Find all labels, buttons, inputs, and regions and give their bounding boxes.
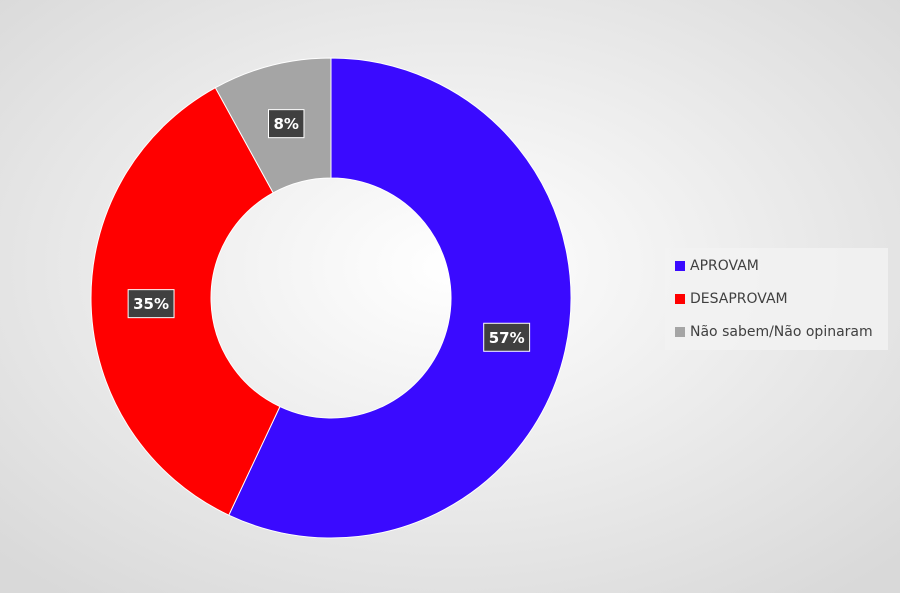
legend-label: APROVAM — [690, 258, 759, 274]
legend-label: DESAPROVAM — [690, 291, 788, 307]
legend-swatch — [675, 327, 685, 337]
data-label-box — [127, 289, 175, 319]
data-label: 57% — [489, 329, 525, 347]
legend-swatch — [675, 261, 685, 271]
data-label: 8% — [274, 115, 299, 133]
data-label-box — [483, 322, 531, 352]
legend-swatch — [675, 294, 685, 304]
legend-label: Não sabem/Não opinaram — [690, 324, 873, 340]
donut-slice — [90, 87, 281, 516]
data-label: 35% — [133, 295, 169, 313]
data-label-box — [268, 109, 305, 139]
donut-slice — [228, 57, 572, 539]
legend-box — [665, 248, 888, 350]
